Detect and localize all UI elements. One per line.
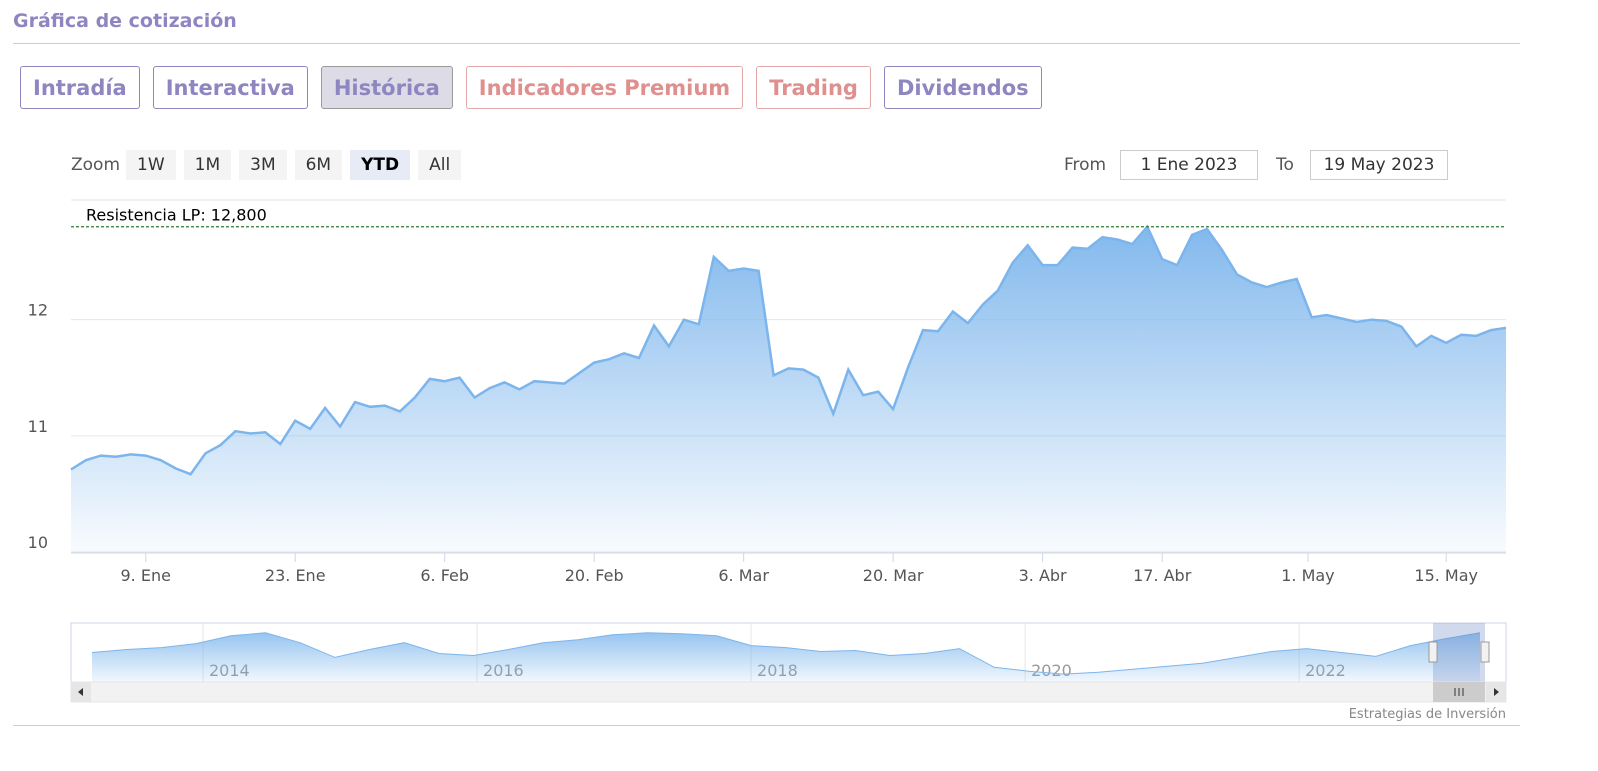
arrow (78, 688, 83, 696)
navigator-handle[interactable] (1428, 641, 1438, 663)
tab-bar: Intradía Interactiva Histórica Indicadores … (20, 66, 1042, 109)
zoom-selector: Zoom 1W 1M 3M 6M YTD All (71, 150, 462, 180)
x-tick-label: 3. Abr (1019, 566, 1067, 585)
divider (13, 725, 1520, 726)
from-input[interactable]: 1 Ene 2023 (1120, 150, 1258, 180)
y-tick-label: 12 (28, 301, 48, 320)
navigator-mask (1433, 623, 1485, 682)
credit: Estrategias de Inversión (1349, 707, 1506, 722)
arrow (1494, 688, 1499, 696)
x-tick-label: 23. Ene (265, 566, 326, 585)
zoom-button[interactable]: YTD (350, 150, 411, 180)
x-tick-label: 15. May (1414, 566, 1478, 585)
page-title: Gráfica de cotización (13, 10, 237, 32)
tab[interactable]: Intradía (20, 66, 140, 109)
y-tick-label: 10 (28, 533, 48, 552)
tab[interactable]: Indicadores Premium (465, 66, 744, 109)
scrollbar-track (70, 681, 1507, 703)
tab[interactable]: Interactiva (152, 66, 308, 109)
tab[interactable]: Histórica (320, 66, 453, 109)
tab[interactable]: Trading (756, 66, 871, 109)
zoom-button[interactable]: 3M (239, 150, 287, 180)
x-tick-label: 6. Mar (718, 566, 769, 585)
navigator-area (92, 632, 1480, 682)
x-tick-label: 9. Ene (121, 566, 171, 585)
price-line (70, 224, 1507, 476)
y-tick-label: 11 (28, 417, 48, 436)
x-tick-label: 17. Abr (1133, 566, 1192, 585)
to-label: To (1276, 155, 1294, 175)
zoom-label: Zoom (71, 155, 121, 175)
zoom-button[interactable]: 1W (126, 150, 176, 180)
area-fill (71, 226, 1506, 552)
plot-line-label: Resistencia LP: 12,800 (86, 206, 267, 225)
zoom-button[interactable]: All (418, 150, 462, 180)
to-input[interactable]: 19 May 2023 (1310, 150, 1448, 180)
x-tick-label: 6. Feb (420, 566, 469, 585)
from-label: From (1064, 155, 1107, 175)
navigator-line (91, 632, 1481, 675)
x-tick-label: 1. May (1281, 566, 1334, 585)
x-tick-label: 20. Feb (565, 566, 624, 585)
tab[interactable]: Dividendos (883, 66, 1042, 109)
divider (13, 43, 1520, 44)
navigator-handle[interactable] (1480, 641, 1490, 663)
zoom-button[interactable]: 1M (183, 150, 232, 180)
x-tick-label: 20. Mar (863, 566, 924, 585)
zoom-button[interactable]: 6M (294, 150, 343, 180)
